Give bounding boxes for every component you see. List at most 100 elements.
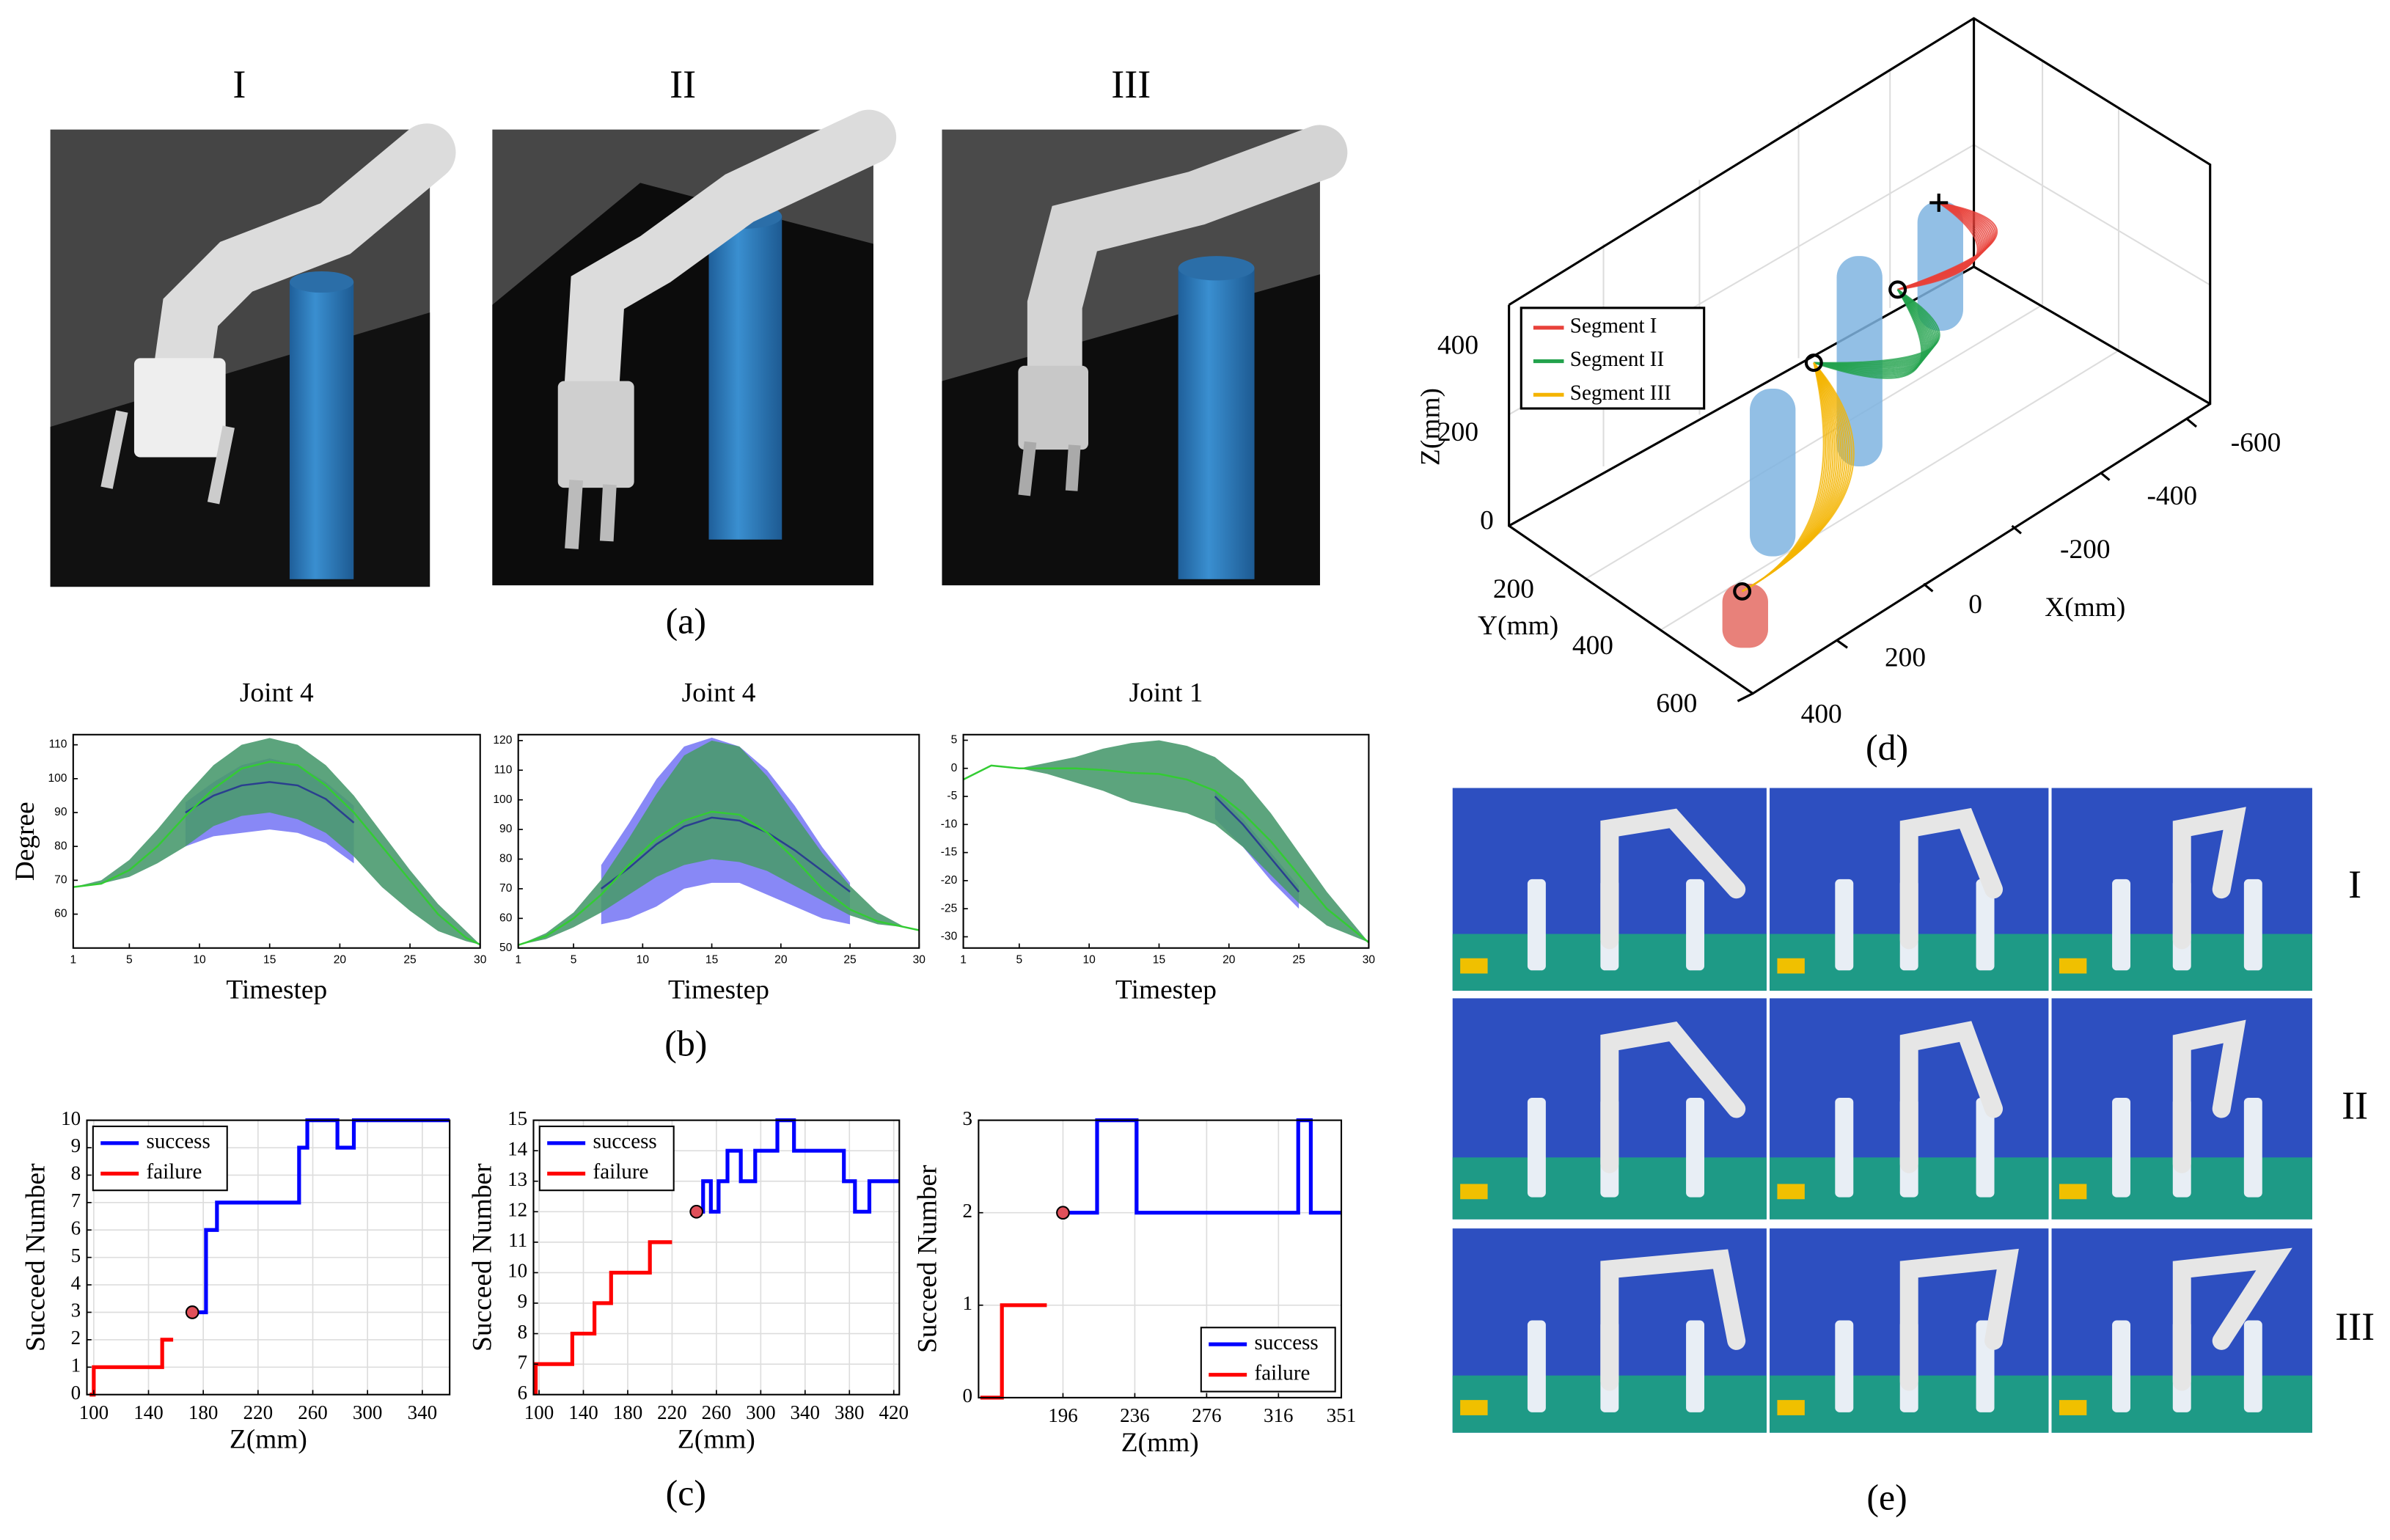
bottle	[1835, 1097, 1854, 1198]
robot	[1600, 1022, 1746, 1173]
trajectory-plot: Segment I Segment II Segment III 400 200…	[1415, 193, 2281, 768]
robot	[1600, 1249, 1746, 1391]
y-axis-label: Succeed Number	[21, 1163, 51, 1352]
highlight-point	[185, 1305, 199, 1319]
chart-title: Joint 4	[682, 678, 756, 708]
y-tick-label: 0	[951, 762, 958, 774]
caption: (c)	[666, 1473, 706, 1513]
legend-box	[1200, 1327, 1336, 1393]
y-tick-label: 70	[499, 882, 513, 895]
legend-label: success	[1255, 1331, 1319, 1354]
x-tick-label: 340	[408, 1401, 438, 1423]
y-tick-label: 100	[48, 772, 67, 785]
x-tick-label: 25	[1292, 953, 1305, 966]
legend-box	[92, 1125, 228, 1192]
line	[185, 781, 355, 824]
y-tick-label: 50	[499, 942, 513, 954]
x-tick-label: 30	[1363, 953, 1376, 966]
y-tick-label: 0	[963, 1385, 973, 1407]
legend-label: failure	[1255, 1361, 1311, 1385]
x-tick-label: 300	[746, 1401, 776, 1423]
axis-label: X(mm)	[2045, 593, 2125, 623]
x-tick-label: 25	[403, 953, 417, 966]
y-tick-label: 5	[951, 734, 958, 747]
step-line	[980, 1303, 1047, 1400]
bottle	[2243, 1097, 2262, 1198]
row-label: I	[2348, 862, 2361, 906]
panel-e	[1452, 788, 2312, 1433]
x-tick-label: 180	[613, 1401, 643, 1423]
y-tick-label: -5	[947, 790, 957, 802]
x-axis-label: Timestep	[226, 975, 327, 1005]
x-tick-label: 5	[571, 953, 577, 966]
legend-label: Segment I	[1570, 315, 1657, 338]
x-tick-label: 196	[1048, 1404, 1078, 1426]
y-tick-label: 1	[71, 1354, 81, 1376]
y-tick-label: 10	[61, 1107, 81, 1129]
robot	[1899, 807, 2004, 950]
x-tick-label: 400	[1801, 699, 1842, 729]
bottle	[1527, 1097, 1546, 1198]
plot-frame	[72, 733, 481, 949]
x-tick-label: 0	[1968, 590, 1982, 620]
panel-title: III	[1111, 62, 1151, 106]
step-line	[192, 1118, 450, 1315]
highlight-point	[1056, 1206, 1070, 1220]
bottle	[1686, 1320, 1705, 1412]
bottle	[1835, 1320, 1854, 1412]
button	[1777, 1184, 1805, 1200]
x-tick-label: 30	[913, 953, 926, 966]
bottle	[1976, 879, 1995, 971]
panel-a: I II III (a)	[50, 62, 1348, 642]
y-tick-label: -20	[941, 874, 958, 887]
y-tick-label: 200	[1493, 574, 1534, 604]
trajectory	[1742, 362, 1825, 593]
line	[73, 760, 481, 946]
plot-frame	[978, 1119, 1343, 1398]
robot	[1600, 808, 1746, 950]
y-tick-label: 8	[71, 1162, 81, 1184]
z-tick-label: 0	[1480, 505, 1494, 535]
button	[1460, 1400, 1488, 1415]
y-tick-label: 7	[518, 1351, 528, 1373]
y-tick-label: 2	[71, 1327, 81, 1349]
bottle	[1686, 879, 1705, 971]
x-tick-label: 20	[334, 953, 347, 966]
y-tick-label: -30	[941, 931, 958, 943]
bottle	[1835, 879, 1854, 971]
x-tick-label: 20	[774, 953, 788, 966]
step-line	[696, 1118, 900, 1214]
x-tick-label: 10	[193, 953, 206, 966]
y-tick-label: -15	[941, 846, 958, 859]
button	[1460, 1184, 1488, 1200]
x-tick-label: 276	[1192, 1404, 1222, 1426]
y-tick-label: 15	[507, 1107, 527, 1129]
y-tick-label: 9	[71, 1134, 81, 1156]
x-tick-label: 340	[791, 1401, 820, 1423]
button	[1460, 958, 1488, 974]
x-tick-label: 220	[243, 1401, 273, 1423]
y-tick-label: 90	[54, 806, 67, 818]
bottle	[2112, 1097, 2131, 1198]
y-tick-label: 6	[518, 1382, 528, 1404]
robot	[2172, 1019, 2246, 1173]
y-axis-label: Succeed Number	[468, 1163, 498, 1352]
bottle	[1527, 879, 1546, 971]
x-tick-label: 300	[353, 1401, 382, 1423]
band	[518, 740, 920, 945]
legend-label: Segment III	[1570, 381, 1671, 405]
y-tick-label: 6	[71, 1217, 81, 1239]
line	[601, 816, 851, 892]
band	[963, 740, 1369, 943]
y-tick-label: 400	[1572, 631, 1613, 661]
x-tick-label: 25	[843, 953, 857, 966]
step-line	[1063, 1118, 1342, 1215]
legend-label: failure	[147, 1160, 202, 1184]
x-axis-label: Z(mm)	[1121, 1428, 1199, 1458]
x-axis-label: Z(mm)	[230, 1425, 307, 1455]
y-tick-label: 3	[963, 1107, 973, 1129]
y-tick-label: 120	[493, 734, 512, 747]
x-tick-label: 1	[70, 953, 76, 966]
robot	[2172, 807, 2246, 950]
